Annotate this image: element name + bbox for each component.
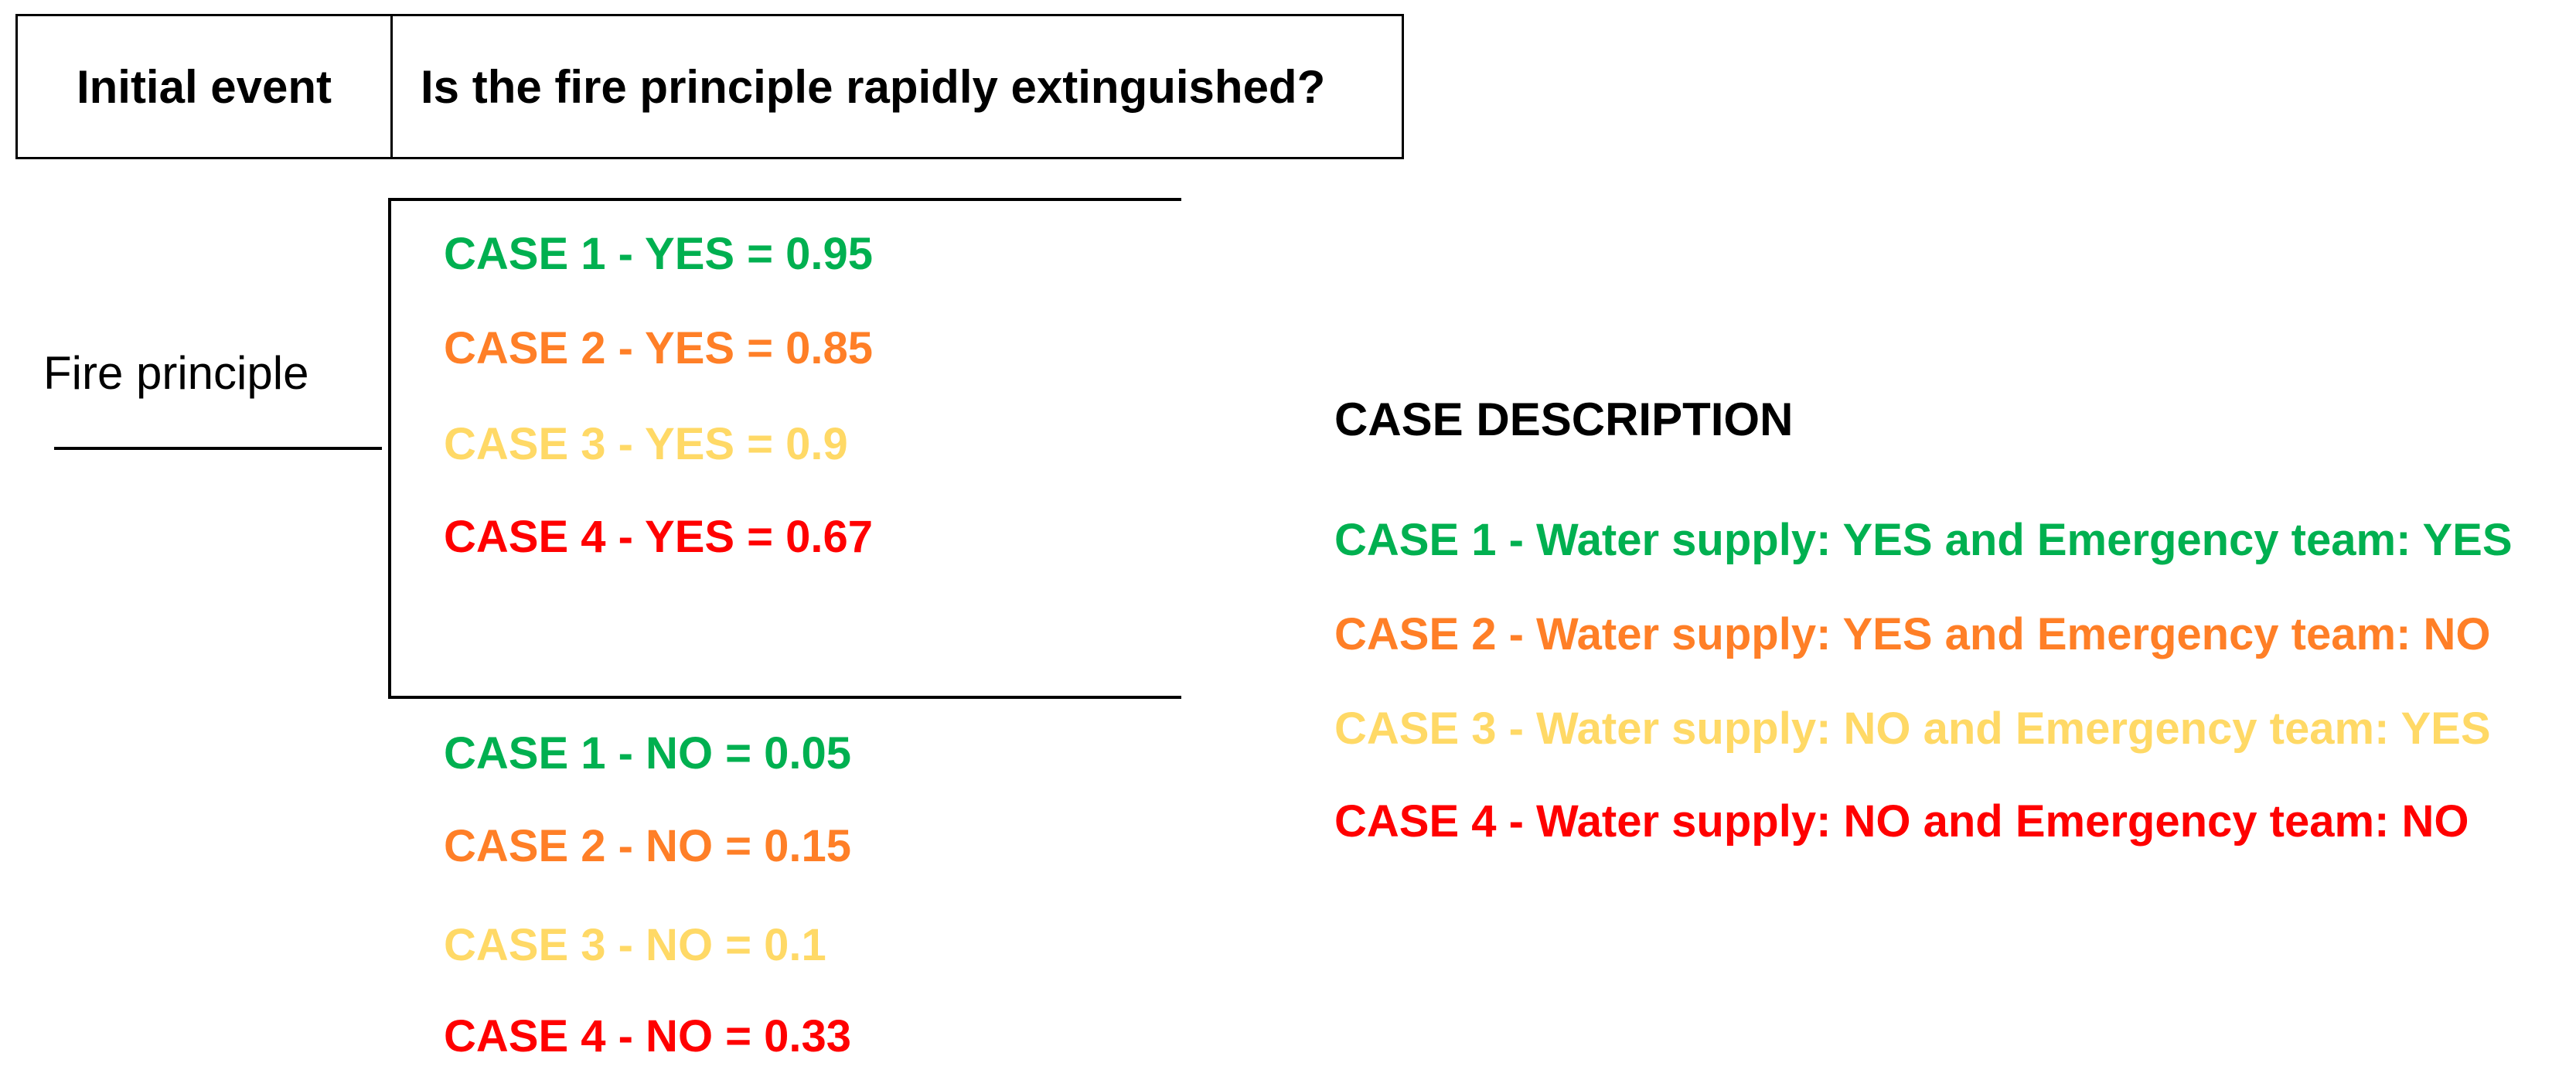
- case-description-3: CASE 3 - Water supply: NO and Emergency …: [1334, 704, 2491, 754]
- yes-case-3: CASE 3 - YES = 0.9: [444, 419, 848, 469]
- yes-case-2: CASE 2 - YES = 0.85: [444, 323, 874, 373]
- no-branch-line: [388, 696, 1181, 699]
- event-line: [54, 447, 382, 450]
- no-case-1: CASE 1 - NO = 0.05: [444, 728, 852, 778]
- no-case-3: CASE 3 - NO = 0.1: [444, 920, 826, 970]
- case-description-2: CASE 2 - Water supply: YES and Emergency…: [1334, 609, 2491, 659]
- case-description-4: CASE 4 - Water supply: NO and Emergency …: [1334, 796, 2469, 847]
- header-table: Initial event Is the fire principle rapi…: [15, 14, 1404, 159]
- initial-event-label: Fire principle: [43, 347, 309, 399]
- question-header: Is the fire principle rapidly extinguish…: [421, 60, 1326, 113]
- yes-branch-line: [388, 198, 1181, 201]
- initial-event-header: Initial event: [18, 16, 393, 157]
- no-case-4: CASE 4 - NO = 0.33: [444, 1011, 852, 1061]
- case-description-title: CASE DESCRIPTION: [1334, 394, 1794, 445]
- case-description-1: CASE 1 - Water supply: YES and Emergency…: [1334, 515, 2513, 565]
- yes-case-4: CASE 4 - YES = 0.67: [444, 512, 874, 562]
- yes-case-1: CASE 1 - YES = 0.95: [444, 229, 874, 279]
- no-case-2: CASE 2 - NO = 0.15: [444, 821, 852, 871]
- branch-vertical-line: [388, 198, 391, 699]
